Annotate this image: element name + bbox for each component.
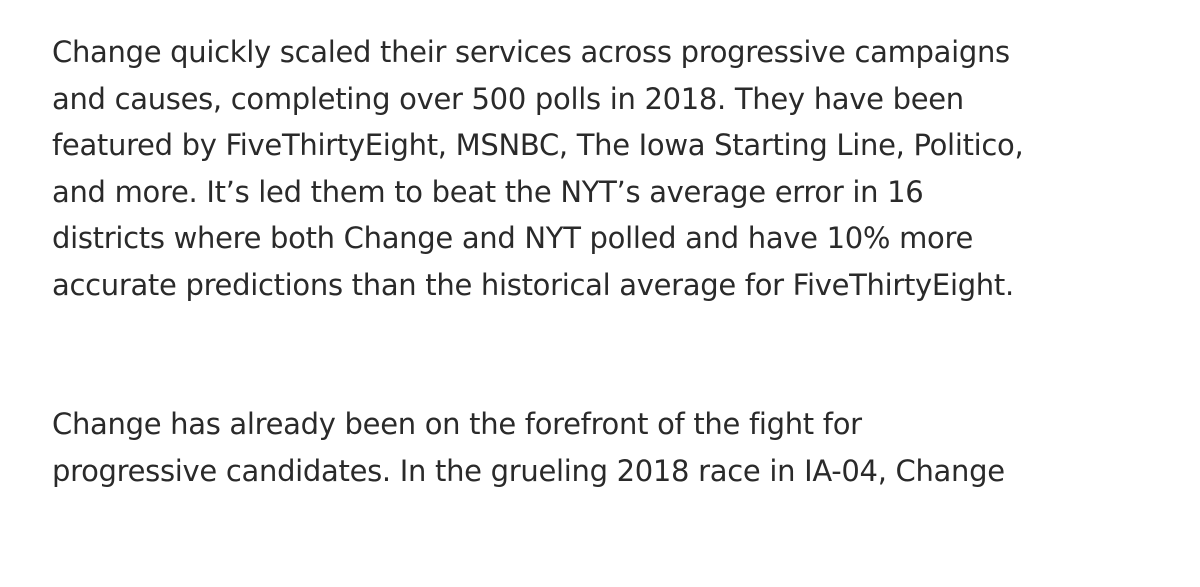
paragraph: Change quickly scaled their services acr… (52, 29, 1192, 308)
text-line: accurate predictions than the historical… (52, 267, 1014, 302)
paragraph: Change has already been on the forefront… (52, 401, 1192, 494)
text-line: and more. It’s led them to beat the NYT’… (52, 174, 924, 209)
article-body: Change quickly scaled their services acr… (52, 29, 1192, 587)
text-line: and causes, completing over 500 polls in… (52, 81, 964, 116)
text-line: progressive candidates. In the grueling … (52, 453, 1005, 488)
text-line: Change quickly scaled their services acr… (52, 35, 1010, 69)
page: Change quickly scaled their services acr… (52, 35, 1024, 488)
text-line: Change has already been on the forefront… (52, 407, 862, 441)
text-line: districts where both Change and NYT poll… (52, 221, 974, 255)
text-line: featured by FiveThirtyEight, MSNBC, The … (52, 128, 1024, 162)
